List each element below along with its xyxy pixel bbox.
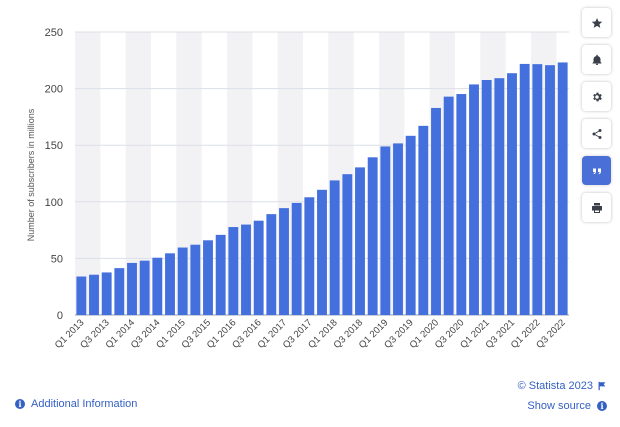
bell-icon [592, 54, 601, 65]
bar[interactable] [317, 189, 327, 315]
bar[interactable] [532, 64, 543, 315]
bar[interactable] [203, 240, 213, 315]
chart-area: 0 50 100 150 200 250 Q1 2013 Q3 2013 Q1 2014 Q3 2… [26, 27, 569, 351]
info-icon: i [15, 399, 25, 409]
bar[interactable] [469, 84, 479, 316]
bar[interactable] [431, 107, 441, 315]
additional-information-label: Additional Information [31, 398, 138, 410]
info-icon: i [597, 401, 607, 411]
bar[interactable] [177, 247, 188, 315]
share-button[interactable] [582, 119, 611, 148]
y-tick-label: 150 [45, 140, 63, 152]
bar[interactable] [152, 257, 163, 315]
bar[interactable] [545, 65, 555, 315]
bar[interactable] [76, 276, 87, 315]
bar[interactable] [418, 125, 429, 315]
show-source-label: Show source [527, 400, 591, 412]
bar[interactable] [139, 260, 150, 315]
settings-button[interactable] [582, 82, 611, 111]
toolbar [582, 8, 612, 230]
bar[interactable] [443, 96, 454, 315]
star-icon [591, 17, 602, 28]
bar[interactable] [405, 135, 416, 315]
copyright-text: © Statista 2023 [517, 380, 593, 392]
print-icon [591, 202, 602, 213]
gear-icon [592, 92, 602, 101]
background-band [75, 32, 101, 315]
y-axis-label: Number of subscribers in millions [26, 108, 36, 242]
bar[interactable] [456, 94, 467, 315]
bar[interactable] [494, 78, 505, 315]
bar[interactable] [215, 234, 226, 315]
bar[interactable] [101, 272, 112, 315]
y-tick-label: 50 [51, 253, 63, 265]
bar[interactable] [557, 62, 568, 315]
favorite-button[interactable] [582, 8, 611, 37]
quote-icon [592, 168, 601, 174]
bar[interactable] [114, 268, 125, 315]
bar[interactable] [266, 214, 277, 315]
bar[interactable] [519, 63, 530, 316]
bar[interactable] [241, 224, 251, 315]
bar[interactable] [393, 143, 403, 315]
bar[interactable] [228, 227, 239, 315]
additional-information-link[interactable]: i Additional Information [15, 398, 137, 410]
bar[interactable] [355, 167, 365, 315]
bar[interactable] [279, 208, 289, 315]
bar[interactable] [165, 253, 175, 315]
bar[interactable] [253, 220, 264, 315]
print-button[interactable] [582, 193, 611, 222]
bar[interactable] [89, 274, 99, 315]
bar[interactable] [190, 244, 201, 315]
bar[interactable] [367, 157, 378, 315]
y-tick-label: 200 [45, 84, 63, 96]
y-tick-label: 250 [45, 27, 63, 39]
share-icon [592, 128, 601, 139]
show-source-link[interactable]: Show source i [527, 400, 607, 412]
bar[interactable] [329, 180, 340, 315]
bar[interactable] [304, 197, 315, 315]
bar[interactable] [342, 174, 353, 315]
flag-icon [598, 381, 606, 391]
bar[interactable] [507, 73, 517, 315]
notification-button[interactable] [582, 45, 611, 74]
bar[interactable] [481, 79, 492, 316]
bar[interactable] [127, 262, 137, 315]
bar[interactable] [291, 202, 302, 315]
copyright[interactable]: © Statista 2023 [518, 380, 607, 392]
cite-button[interactable] [582, 156, 611, 185]
y-tick-label: 0 [57, 310, 63, 322]
bar[interactable] [380, 146, 391, 315]
y-tick-label: 100 [45, 197, 63, 209]
